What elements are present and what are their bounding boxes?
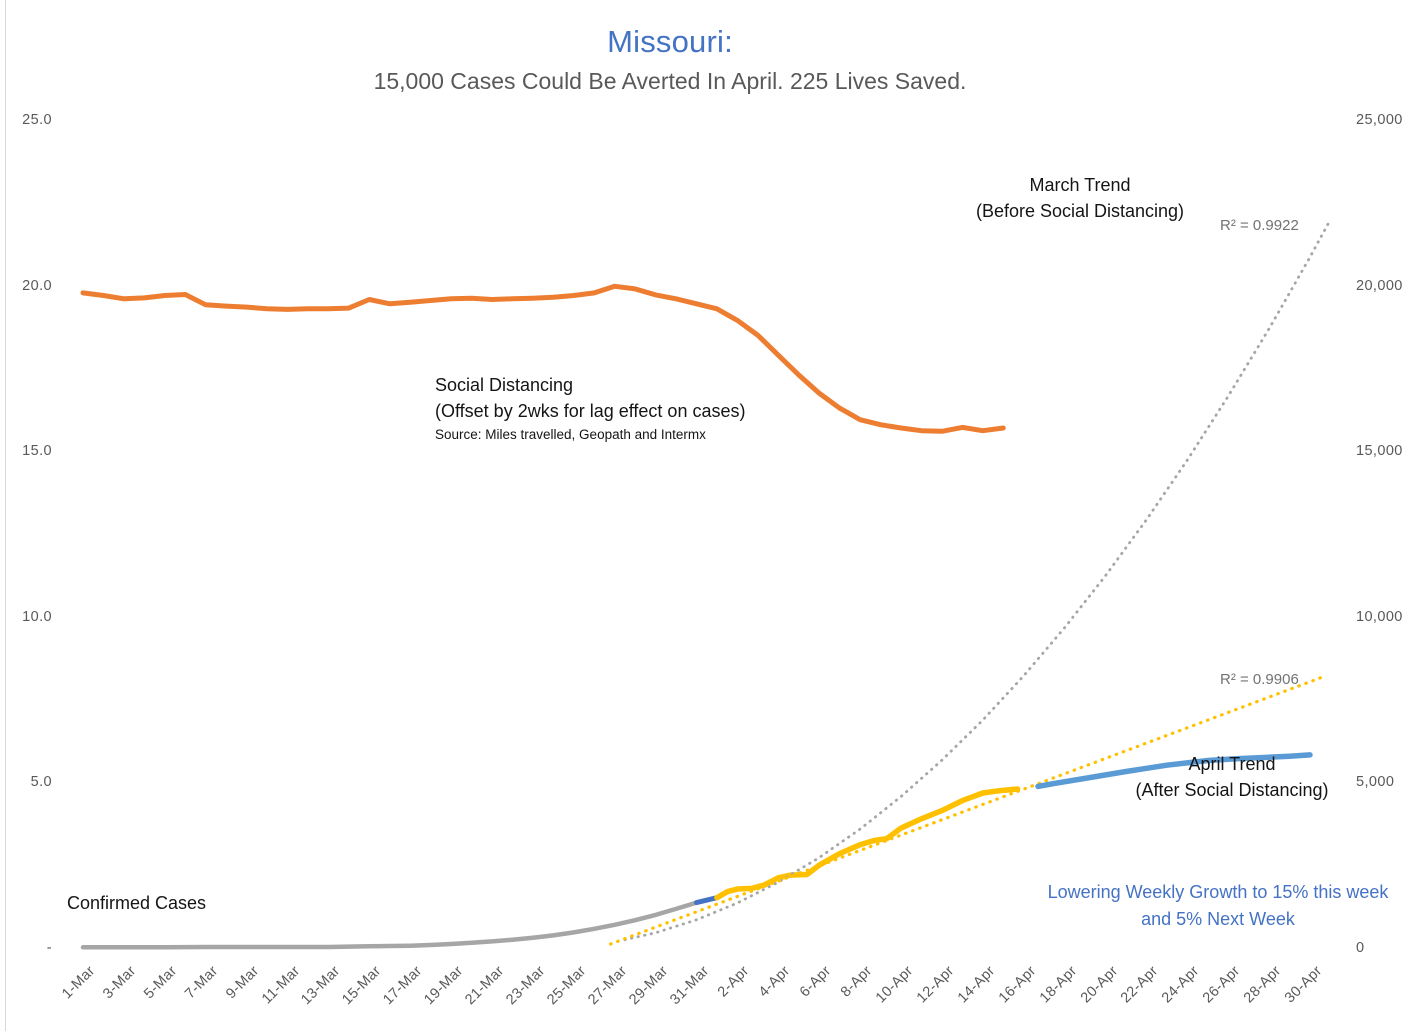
series-confirmed-cases-transition — [694, 895, 720, 906]
social-distancing-line2: (Offset by 2wks for lag effect on cases) — [435, 401, 746, 422]
y-axis-right-tick: 5,000 — [1356, 774, 1395, 791]
y-axis-left-tick: 15.0 — [22, 443, 52, 460]
y-axis-left-tick: - — [46, 940, 52, 956]
chart-header: Missouri: 15,000 Cases Could Be Averted … — [0, 0, 1340, 95]
confirmed-cases-label: Confirmed Cases — [67, 893, 207, 913]
march-trend-line2: (Before Social Distancing) — [975, 201, 1185, 222]
social-distancing-annotation: Social Distancing (Offset by 2wks for la… — [435, 372, 745, 442]
y-axis-left-tick: 10.0 — [22, 608, 52, 625]
april-trend-line1: April Trend — [1188, 754, 1276, 774]
r-squared-march-label: R² = 0.9922 — [1220, 217, 1299, 234]
y-axis-right-tick: 10,000 — [1356, 608, 1403, 625]
series-march-trend-projection — [623, 217, 1332, 942]
series-april-trend-fit — [608, 674, 1326, 946]
series-confirmed-cases-march — [80, 900, 699, 950]
social-distancing-line1: Social Distancing — [435, 375, 574, 395]
y-axis-right-tick: 20,000 — [1356, 277, 1403, 294]
series-april-trend-projection — [1035, 752, 1313, 790]
y-axis-left-tick: 5.0 — [30, 774, 52, 791]
y-axis-right-tick: 25,000 — [1356, 112, 1403, 128]
series-confirmed-cases-april — [714, 786, 1021, 901]
march-trend-line1: March Trend — [1029, 175, 1131, 195]
y-axis-right-tick: 15,000 — [1356, 443, 1403, 460]
chart-title: Missouri: — [607, 24, 733, 59]
april-trend-annotation: April Trend (After Social Distancing) — [1062, 751, 1402, 803]
window-left-border — [5, 0, 6, 1031]
y-axis-left-tick: 20.0 — [22, 277, 52, 294]
y-axis-right-tick: 0 — [1356, 940, 1365, 956]
series-social-distancing-mobility — [80, 283, 1006, 434]
april-trend-line2: (After Social Distancing) — [1135, 780, 1329, 801]
y-axis-left-tick: 25.0 — [22, 112, 52, 128]
march-trend-annotation: March Trend (Before Social Distancing) — [910, 172, 1250, 224]
r-squared-april-label: R² = 0.9906 — [1220, 671, 1299, 688]
social-distancing-source: Source: Miles travelled, Geopath and Int… — [435, 427, 706, 443]
growth-assumption-annotation: Lowering Weekly Growth to 15% this week … — [1047, 882, 1389, 929]
chart-subtitle: 15,000 Cases Could Be Averted In April. … — [373, 68, 967, 94]
